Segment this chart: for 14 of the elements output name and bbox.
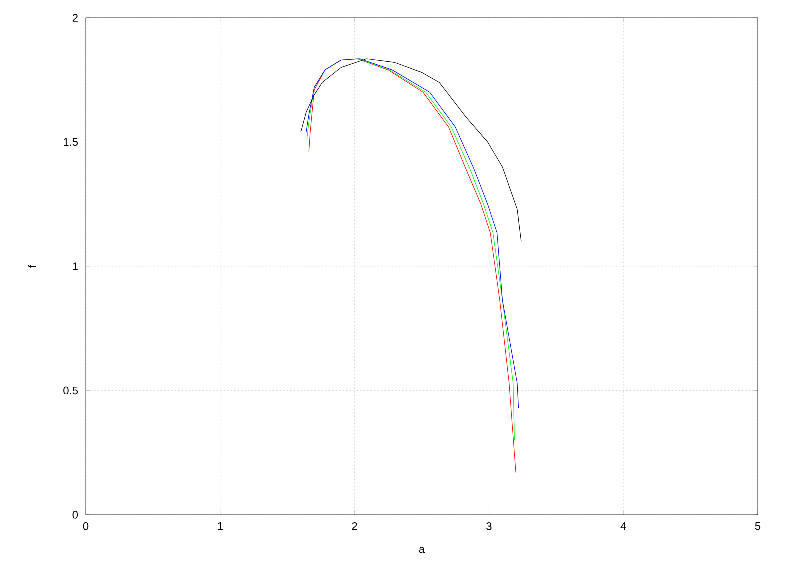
x-tick-label: 0: [83, 522, 89, 530]
x-tick-label: 4: [620, 522, 626, 530]
x-tick-label: 2: [352, 522, 358, 530]
y-tick-label: 0.5: [64, 386, 78, 395]
x-tick-label: 5: [755, 522, 761, 530]
x-axis-title: a: [419, 547, 426, 554]
y-tick-label: 2: [72, 14, 78, 22]
y-tick-label: 1: [73, 262, 78, 270]
x-tick-label: 3: [486, 522, 492, 530]
y-tick-label: 0: [72, 511, 78, 519]
x-tick-label: 1: [218, 522, 223, 530]
line-series: [300, 58, 522, 242]
y-tick-label: 1.5: [64, 138, 78, 146]
y-axis-title: f: [28, 264, 36, 268]
